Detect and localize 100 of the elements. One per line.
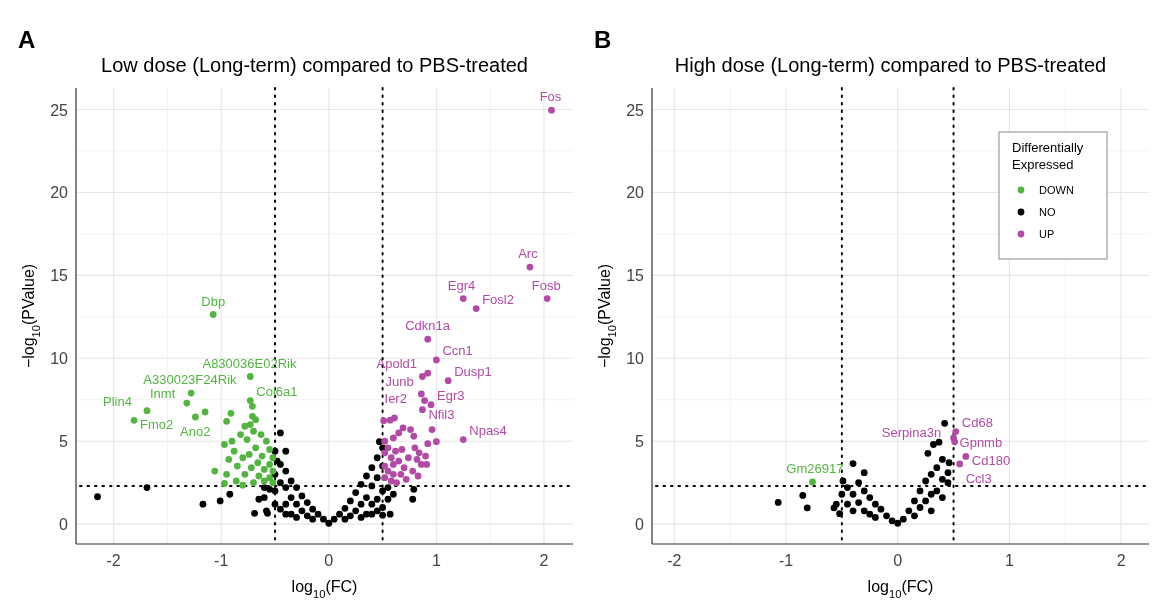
point <box>839 477 847 485</box>
point <box>400 464 408 472</box>
point <box>927 490 935 498</box>
point <box>227 409 235 417</box>
point <box>393 479 400 487</box>
point <box>922 497 930 505</box>
annotation: Egr4 <box>447 277 476 293</box>
point <box>860 507 868 515</box>
point <box>410 432 418 440</box>
legend-label: NO <box>1039 206 1056 218</box>
annotation: Cd180 <box>971 453 1011 469</box>
point <box>387 454 395 462</box>
point <box>799 492 807 499</box>
y-tick-label: 10 <box>50 350 69 368</box>
x-tick-label: 1 <box>431 552 441 569</box>
point <box>809 478 816 486</box>
point <box>962 453 970 460</box>
annotation: Nfil3 <box>428 406 455 422</box>
point <box>246 397 254 404</box>
x-tick-label: 0 <box>324 552 334 569</box>
x-tick-label: 2 <box>1116 552 1126 569</box>
point <box>432 356 440 364</box>
y-tick-label: 15 <box>626 267 645 285</box>
annotation: Ier2 <box>384 390 407 406</box>
point <box>266 446 274 453</box>
text: B <box>594 26 612 53</box>
point <box>855 499 863 506</box>
x-tick-label: -1 <box>214 552 229 569</box>
point <box>246 421 254 429</box>
point <box>423 461 431 468</box>
point <box>424 369 432 377</box>
point <box>417 390 425 398</box>
point <box>392 447 399 455</box>
point <box>187 389 195 397</box>
y-tick-label: 25 <box>50 101 69 119</box>
point <box>237 431 244 438</box>
annotation: Dbp <box>201 293 226 309</box>
point <box>381 474 389 482</box>
annotation: Npas4 <box>469 422 507 438</box>
y-tick-label: 20 <box>50 184 69 202</box>
point <box>211 467 219 475</box>
point <box>230 447 238 455</box>
annotation: Gpnmb <box>959 434 1003 450</box>
point <box>894 519 902 527</box>
legend-label: UP <box>1039 228 1055 240</box>
point <box>395 429 403 437</box>
point <box>246 373 254 380</box>
point <box>911 497 918 505</box>
point <box>391 414 398 422</box>
point <box>407 426 414 433</box>
point <box>526 263 534 271</box>
annotation: Cdkn1a <box>405 318 451 334</box>
point <box>938 475 946 483</box>
y-tick-label: 5 <box>59 433 69 451</box>
point <box>409 467 417 475</box>
point <box>938 494 946 501</box>
point <box>389 470 397 478</box>
point <box>266 461 274 468</box>
point <box>130 416 138 424</box>
annotation: Junb <box>385 373 414 389</box>
point <box>424 440 432 448</box>
point <box>249 412 256 420</box>
annotation: Egr3 <box>437 387 465 403</box>
x-tick-label: -2 <box>106 552 121 569</box>
point <box>381 449 389 457</box>
point <box>855 479 863 487</box>
point <box>221 480 228 487</box>
point <box>844 484 851 492</box>
point <box>250 479 257 487</box>
point <box>413 456 421 463</box>
annotation: Ano2 <box>180 423 211 439</box>
point <box>444 377 452 385</box>
annotation: Gm26917 <box>786 460 844 476</box>
x-tick-label: -1 <box>778 552 794 569</box>
point <box>916 487 924 495</box>
point <box>233 462 241 470</box>
y-tick-label: 5 <box>635 433 645 451</box>
y-tick-label: 15 <box>50 267 69 285</box>
annotation: Fmo2 <box>140 417 174 433</box>
point <box>269 454 277 462</box>
point <box>803 504 811 512</box>
point <box>399 424 407 432</box>
point <box>260 465 268 473</box>
y-tick-label: 25 <box>626 101 645 119</box>
point <box>241 470 249 478</box>
annotation: Apold1 <box>376 356 418 372</box>
point <box>927 507 935 515</box>
annotation: Ccl3 <box>965 470 992 486</box>
x-tick-label: -2 <box>667 552 682 569</box>
point <box>258 452 266 460</box>
point <box>255 472 263 480</box>
point <box>774 498 782 506</box>
point <box>402 475 410 483</box>
point <box>951 438 959 446</box>
point <box>836 510 844 518</box>
point <box>418 406 426 414</box>
point <box>397 470 405 478</box>
chart-title: Low dose (Long-term) compared to PBS-treated <box>101 54 528 76</box>
point <box>201 408 209 416</box>
point <box>266 474 274 482</box>
